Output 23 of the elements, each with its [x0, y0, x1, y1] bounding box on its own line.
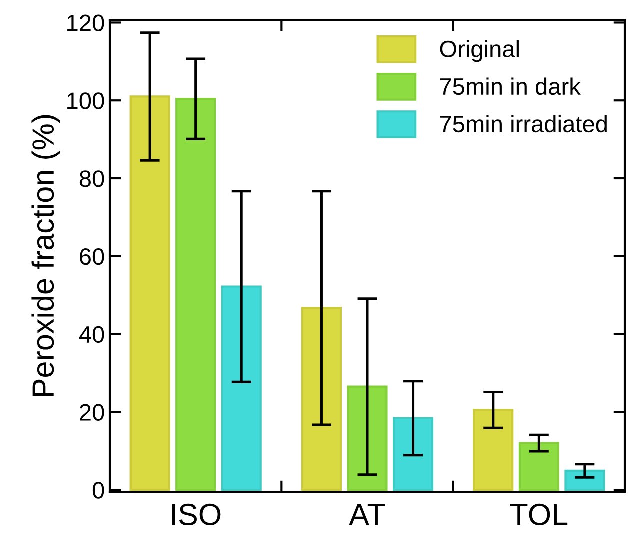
bar: [564, 470, 606, 492]
y-tick-label: 60: [80, 248, 104, 266]
y-tick-label: 20: [80, 404, 104, 421]
y-tick-label: 40: [79, 326, 104, 344]
bar: [473, 409, 514, 492]
bar: [518, 442, 560, 492]
bar: [347, 386, 388, 492]
y-tick-label: 80: [80, 170, 104, 188]
y-axis-title: Peroxide fraction (%): [32, 115, 60, 396]
x-tick-label: TOL: [510, 504, 568, 526]
x-tick-label: AT: [349, 504, 386, 526]
bar: [130, 96, 170, 492]
x-tick-label: ISO: [172, 504, 221, 526]
y-tick-label: 100: [68, 92, 104, 110]
bar: [301, 307, 342, 492]
legend-label: 75min irradiated: [440, 115, 607, 133]
bar: [176, 98, 216, 492]
y-tick-label: 120: [68, 14, 104, 32]
bar: [221, 286, 262, 492]
legend-label: 75min in dark: [440, 78, 581, 96]
bar: [393, 417, 434, 492]
y-tick-label: 0: [92, 482, 104, 499]
legend-label: Original: [440, 40, 519, 62]
